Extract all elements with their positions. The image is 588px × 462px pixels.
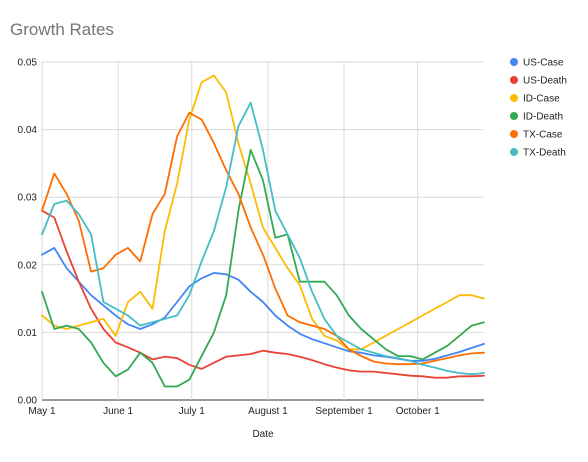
chart-title: Growth Rates <box>10 20 114 39</box>
y-tick-label: 0.04 <box>18 125 38 136</box>
series-lines <box>41 74 485 388</box>
legend-swatch-id-death <box>510 112 518 120</box>
x-axis-title: Date <box>252 429 274 440</box>
legend-label-id-death: ID-Death <box>523 112 563 123</box>
x-tick-label: June 1 <box>103 406 133 417</box>
x-tick-label: October 1 <box>396 406 440 417</box>
x-axis-ticks: May 1 June 1 July 1 August 1 September 1 Octo… <box>28 406 440 417</box>
legend-swatch-us-death <box>510 76 518 84</box>
legend-swatch-tx-case <box>510 130 518 138</box>
series-line-id-case <box>41 74 485 351</box>
x-tick-label: May 1 <box>28 406 56 417</box>
series-line-tx-case <box>41 111 485 366</box>
legend-label-us-death: US-Death <box>523 76 567 87</box>
legend: US-Case US-Death ID-Case ID-Death TX-Case TX-… <box>510 58 567 159</box>
legend-label-us-case: US-Case <box>523 58 564 69</box>
series-line-tx-death <box>41 101 485 376</box>
legend-swatch-us-case <box>510 58 518 66</box>
legend-swatch-id-case <box>510 94 518 102</box>
legend-swatch-tx-death <box>510 148 518 156</box>
x-tick-label: August 1 <box>248 406 288 417</box>
series-line-id-death <box>41 148 485 388</box>
series-line-us-death <box>41 209 485 379</box>
y-tick-label: 0.05 <box>18 58 38 69</box>
x-tick-label: July 1 <box>179 406 206 417</box>
y-tick-label: 0.02 <box>18 260 38 271</box>
legend-label-tx-death: TX-Death <box>523 148 566 159</box>
y-tick-label: 0.00 <box>18 396 38 407</box>
y-tick-label: 0.01 <box>18 328 38 339</box>
gridlines <box>41 61 484 401</box>
y-axis-ticks: 0.00 0.01 0.02 0.03 0.04 0.05 <box>18 58 38 407</box>
y-tick-label: 0.03 <box>18 193 38 204</box>
legend-label-tx-case: TX-Case <box>523 130 563 141</box>
x-tick-label: September 1 <box>315 406 373 417</box>
legend-label-id-case: ID-Case <box>523 94 560 105</box>
